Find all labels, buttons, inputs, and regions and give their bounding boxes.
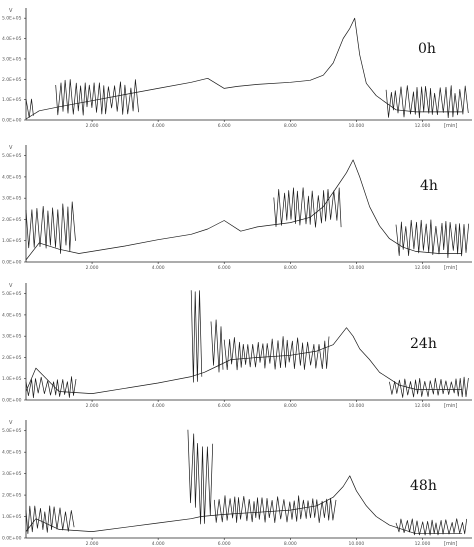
y-axis-unit-0h: V <box>9 8 13 14</box>
x-tick-label: 2.000 <box>86 541 99 547</box>
x-tick-label: 6.000 <box>218 403 231 409</box>
x-tick-label: 2.000 <box>86 123 99 129</box>
noise-trace-24h <box>389 376 469 398</box>
x-tick-label: 4.000 <box>152 403 165 409</box>
y-axis-unit-48h: V <box>9 420 13 426</box>
y-tick-label: 5.0E+05 <box>2 153 22 159</box>
y-tick-label: 5.0E+05 <box>2 291 22 297</box>
noise-trace-24h <box>190 290 203 383</box>
noise-4h <box>25 187 470 259</box>
noise-trace-0h <box>25 98 34 118</box>
chromatogram-panel-4h: 5.0E+05 4.0E+05 3.0E+05 2.0E+05 1.0E+05 0.0E+… <box>2 145 472 271</box>
noise-48h <box>25 429 468 536</box>
axes-0h <box>25 8 472 121</box>
noise-trace-0h <box>385 85 469 119</box>
y-tick-label: 5.0E+05 <box>2 428 22 434</box>
y-tick-label: 4.0E+05 <box>2 36 22 42</box>
noise-trace-4h <box>273 187 342 228</box>
panel-label-48h: 48h <box>410 478 437 494</box>
y-ticks-24h: 5.0E+05 4.0E+05 3.0E+05 2.0E+05 1.0E+05 0.0E+… <box>2 291 26 404</box>
y-tick-label: 2.0E+05 <box>2 355 22 361</box>
x-tick-label: 10.000 <box>348 265 364 271</box>
noise-trace-24h <box>210 319 224 373</box>
x-ticks-48h: 2.000 4.000 6.000 8.000 10.000 12.000 <box>86 538 431 547</box>
chromatogram-panel-24h: 5.0E+05 4.0E+05 3.0E+05 2.0E+05 1.0E+05 0.0E+… <box>2 283 472 409</box>
x-axis-unit-4h: [min] <box>444 265 457 271</box>
y-tick-label: 4.0E+05 <box>2 312 22 318</box>
noise-trace-48h <box>395 518 468 536</box>
noise-trace-4h <box>25 201 76 254</box>
trace-48h <box>25 475 463 535</box>
x-tick-label: 6.000 <box>218 123 231 129</box>
x-axis-unit-48h: [min] <box>444 541 457 547</box>
y-tick-label: 1.0E+05 <box>2 514 22 520</box>
y-tick-label: 1.0E+05 <box>2 97 22 103</box>
x-axis-unit-0h: [min] <box>444 123 457 129</box>
noise-0h <box>25 79 469 119</box>
y-tick-label: 0.0E+00 <box>2 536 22 542</box>
y-tick-label: 0.0E+00 <box>2 260 22 266</box>
y-axis-unit-4h: V <box>9 145 13 151</box>
x-tick-label: 4.000 <box>152 123 165 129</box>
y-tick-label: 3.0E+05 <box>2 334 22 340</box>
y-ticks-4h: 5.0E+05 4.0E+05 3.0E+05 2.0E+05 1.0E+05 0.0E+… <box>2 153 26 266</box>
noise-trace-24h <box>223 336 330 371</box>
y-tick-label: 3.0E+05 <box>2 196 22 202</box>
y-tick-label: 1.0E+05 <box>2 238 22 244</box>
panel-label-0h: 0h <box>418 41 436 57</box>
y-tick-label: 0.0E+00 <box>2 398 22 404</box>
x-tick-label: 12.000 <box>415 541 431 547</box>
noise-trace-48h <box>187 429 214 525</box>
x-tick-label: 8.000 <box>284 123 297 129</box>
x-tick-label: 6.000 <box>218 541 231 547</box>
y-tick-label: 3.0E+05 <box>2 471 22 477</box>
x-tick-label: 10.000 <box>348 403 364 409</box>
noise-trace-4h <box>395 219 470 259</box>
y-tick-label: 4.0E+05 <box>2 174 22 180</box>
chromatogram-panel-0h: 5.0E+05 4.0E+05 3.0E+05 2.0E+05 1.0E+05 0.0E+… <box>2 8 472 129</box>
y-tick-label: 5.0E+05 <box>2 16 22 22</box>
x-tick-label: 2.000 <box>86 265 99 271</box>
y-tick-label: 2.0E+05 <box>2 77 22 83</box>
x-ticks-4h: 2.000 4.000 6.000 8.000 10.000 12.000 <box>86 262 431 271</box>
y-tick-label: 2.0E+05 <box>2 217 22 223</box>
y-tick-label: 1.0E+05 <box>2 376 22 382</box>
panel-label-24h: 24h <box>410 336 437 352</box>
axes-24h <box>25 283 472 401</box>
x-axis-unit-24h: [min] <box>444 403 457 409</box>
chromatogram-panel-48h: 5.0E+05 4.0E+05 3.0E+05 2.0E+05 1.0E+05 0.0E+… <box>2 420 472 547</box>
y-ticks-0h: 5.0E+05 4.0E+05 3.0E+05 2.0E+05 1.0E+05 0.0E+… <box>2 16 26 124</box>
noise-trace-48h <box>213 495 337 523</box>
x-tick-label: 12.000 <box>415 123 431 129</box>
noise-24h <box>25 290 469 399</box>
x-tick-label: 2.000 <box>86 403 99 409</box>
y-tick-label: 2.0E+05 <box>2 493 22 499</box>
axes-48h <box>25 420 472 539</box>
trace-0h <box>25 17 463 120</box>
y-tick-label: 3.0E+05 <box>2 56 22 62</box>
noise-trace-48h <box>25 505 75 534</box>
x-tick-label: 12.000 <box>415 265 431 271</box>
x-tick-label: 8.000 <box>284 265 297 271</box>
x-tick-label: 8.000 <box>284 541 297 547</box>
panel-label-4h: 4h <box>420 178 438 194</box>
y-ticks-48h: 5.0E+05 4.0E+05 3.0E+05 2.0E+05 1.0E+05 0.0E+… <box>2 428 26 542</box>
y-tick-label: 0.0E+00 <box>2 118 22 124</box>
noise-trace-0h <box>55 79 139 116</box>
noise-trace-24h <box>25 376 77 399</box>
x-ticks-0h: 2.000 4.000 6.000 8.000 10.000 12.000 <box>86 120 431 129</box>
y-axis-unit-24h: V <box>9 283 13 289</box>
x-tick-label: 4.000 <box>152 265 165 271</box>
y-tick-label: 4.0E+05 <box>2 450 22 456</box>
x-tick-label: 8.000 <box>284 403 297 409</box>
x-tick-label: 6.000 <box>218 265 231 271</box>
axes-4h <box>25 145 472 263</box>
x-tick-label: 10.000 <box>348 541 364 547</box>
x-tick-label: 10.000 <box>348 123 364 129</box>
x-tick-label: 12.000 <box>415 403 431 409</box>
x-ticks-24h: 2.000 4.000 6.000 8.000 10.000 12.000 <box>86 400 431 409</box>
x-tick-label: 4.000 <box>152 541 165 547</box>
